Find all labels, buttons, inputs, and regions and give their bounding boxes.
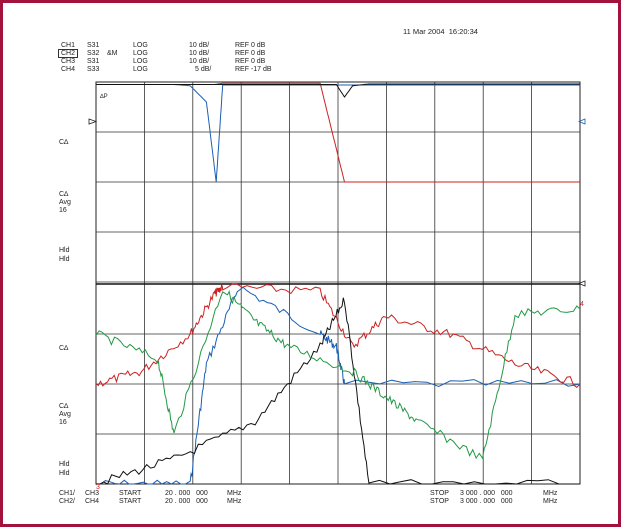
upper-c-delta-2: C∆: [59, 191, 69, 198]
ch3-scale: 10 dB/: [189, 58, 210, 65]
trace-panel2-series2: [95, 283, 581, 388]
upper-avg: Avg: [59, 199, 71, 206]
ch3-format: LOG: [133, 58, 148, 65]
trace-panel2-series4: [95, 289, 581, 460]
ch2-scale: 10 dB/: [189, 50, 210, 57]
ch4-ref: REF -17 dB: [235, 66, 272, 73]
plot-markers: [88, 118, 586, 287]
lower-avg: Avg: [59, 411, 71, 418]
footer-row1-start: START: [119, 490, 142, 497]
analyzer-plot: ∆P 4 3: [88, 81, 586, 491]
trace-panel2-series3: [96, 297, 580, 485]
footer-row2-ch: CH2/: [59, 498, 75, 505]
timestamp: 11 Mar 2004 16:20:34: [403, 27, 478, 36]
delta-p-marker-label: ∆P: [100, 93, 108, 100]
upper-hld-2: Hld: [59, 256, 70, 263]
ref-marker-right-lower: [577, 280, 586, 287]
lower-hld-2: Hld: [59, 470, 70, 477]
footer-row2-unit: MHz: [227, 498, 242, 505]
footer-row1-stop: STOP: [430, 490, 449, 497]
trace-panel1-series3: [96, 83, 580, 98]
footer-row2-stop: STOP: [430, 498, 449, 505]
ch2-extra: &M: [107, 50, 118, 57]
trace-3-label: 3: [96, 484, 100, 491]
ch2-ref: REF 0 dB: [235, 50, 266, 57]
ch3-id: CH3: [61, 58, 76, 65]
lower-c-delta-1: C∆: [59, 345, 69, 352]
ref-marker-left: [88, 118, 98, 125]
ch2-id-box: CH2: [58, 49, 79, 58]
footer-row2-start-val: 20 . 000 000: [165, 498, 208, 505]
upper-avg-count: 16: [59, 207, 67, 214]
footer-row1-stop-val: 3 000 . 000 000: [460, 490, 513, 497]
ch1-scale: 10 dB/: [189, 42, 210, 49]
footer-row1-stop-unit: MHz: [543, 490, 558, 497]
ch4-format: LOG: [133, 66, 148, 73]
ch2-id: CH2: [58, 49, 79, 58]
trace-4-label: 4: [580, 301, 584, 308]
ch1-ref: REF 0 dB: [235, 42, 266, 49]
upper-c-delta-1: C∆: [59, 139, 69, 146]
lower-avg-count: 16: [59, 419, 67, 426]
ch2-param: S32: [87, 50, 100, 57]
footer-row2-stop-unit: MHz: [543, 498, 558, 505]
ch3-ref: REF 0 dB: [235, 58, 266, 65]
plot-traces: [95, 82, 581, 485]
footer-row1-unit: MHz: [227, 490, 242, 497]
ref-marker-right-upper: [577, 118, 586, 125]
ch1-param: S31: [87, 42, 100, 49]
footer-row1-start-val: 20 . 000 000: [165, 490, 208, 497]
ch4-scale: 5 dB/: [195, 66, 212, 73]
ch4-id: CH4: [61, 66, 76, 73]
lower-hld-1: Hld: [59, 461, 70, 468]
footer-row2-chb: CH4: [85, 498, 100, 505]
footer-row1-chb: CH3: [85, 490, 100, 497]
ch3-param: S31: [87, 58, 100, 65]
ch4-param: S33: [87, 66, 100, 73]
ch1-format: LOG: [133, 42, 148, 49]
trace-panel2-series1: [95, 286, 581, 485]
footer-row1-ch: CH1/: [59, 490, 75, 497]
upper-hld-1: Hld: [59, 247, 70, 254]
lower-c-delta-2: C∆: [59, 403, 69, 410]
footer-row2-stop-val: 3 000 . 000 000: [460, 498, 513, 505]
footer-row2-start: START: [119, 498, 142, 505]
ch2-format: LOG: [133, 50, 148, 57]
plot-grid: [95, 81, 581, 485]
ch1-id: CH1: [61, 42, 76, 49]
